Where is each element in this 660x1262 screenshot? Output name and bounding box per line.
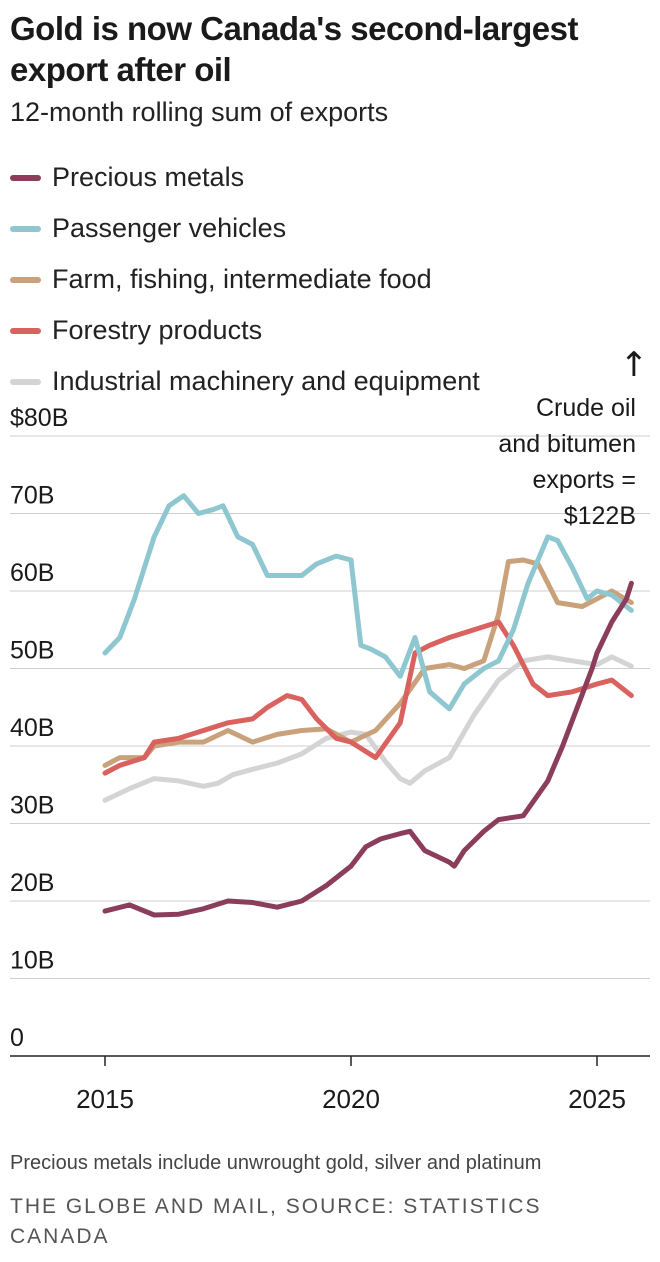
chart-title: Gold is now Canada's second-largest expo… [10, 10, 578, 88]
y-tick-label: 10B [10, 947, 54, 975]
legend-swatch [10, 174, 41, 181]
legend-item-precious-metals: Precious metals [10, 152, 480, 203]
x-tick-label: 2015 [76, 1084, 134, 1114]
annotation-line: and bitumen [498, 430, 636, 458]
legend-item-forestry-products: Forestry products [10, 305, 480, 356]
legend-item-industrial-machinery: Industrial machinery and equipment [10, 356, 480, 407]
series-line-precious-metals [102, 580, 634, 918]
footnote: Precious metals include unwrought gold, … [10, 1152, 542, 1174]
up-arrow-icon: ↑ [620, 345, 649, 385]
legend-label: Precious metals [52, 162, 245, 192]
y-tick-label: 20B [10, 869, 54, 897]
legend-label: Passenger vehicles [52, 213, 287, 243]
y-tick-label: 50B [10, 637, 54, 665]
chart-subtitle: 12-month rolling sum of exports [10, 97, 389, 127]
x-tick-label: 2020 [322, 1084, 380, 1114]
x-axis-ticks: 2015 2020 2025 [76, 1056, 626, 1114]
crude-oil-annotation: ↑ Crude oil and bitumen exports = $122B [498, 345, 648, 530]
legend-label: Farm, fishing, intermediate food [52, 264, 432, 294]
legend: Precious metals Passenger vehicles Farm,… [10, 152, 480, 407]
annotation-line: $122B [564, 502, 636, 530]
legend-swatch [10, 378, 41, 385]
y-tick-label: 40B [10, 714, 54, 742]
y-tick-label: 70B [10, 482, 54, 510]
y-tick-label: 30B [10, 792, 54, 820]
series-line-forestry-products [102, 619, 634, 776]
y-tick-label: 60B [10, 559, 54, 587]
series-lines [102, 493, 634, 918]
y-tick-label: $80B [10, 404, 68, 432]
legend-swatch [10, 327, 41, 334]
gridlines [10, 435, 650, 1057]
x-tick-label: 2025 [568, 1084, 626, 1114]
legend-label: Industrial machinery and equipment [52, 366, 480, 396]
series-line-passenger-vehicles [102, 493, 634, 712]
series-line-farm-fishing-intermediate-food [102, 557, 634, 768]
source-credit: THE GLOBE AND MAIL, SOURCE: STATISTICS C… [10, 1195, 542, 1248]
y-tick-label: 0 [10, 1024, 24, 1052]
legend-label: Forestry products [52, 315, 263, 345]
legend-swatch [10, 276, 41, 283]
y-axis-ticks: 0 10B 20B 30B 40B 50B 60B 70B $80B [10, 404, 68, 1052]
legend-item-passenger-vehicles: Passenger vehicles [10, 203, 480, 254]
annotation-line: Crude oil [536, 394, 636, 422]
legend-swatch [10, 225, 41, 232]
series-line-industrial-machinery-and-equipment [102, 654, 634, 803]
annotation-line: exports = [532, 466, 636, 494]
legend-item-farm-fishing-food: Farm, fishing, intermediate food [10, 254, 480, 305]
